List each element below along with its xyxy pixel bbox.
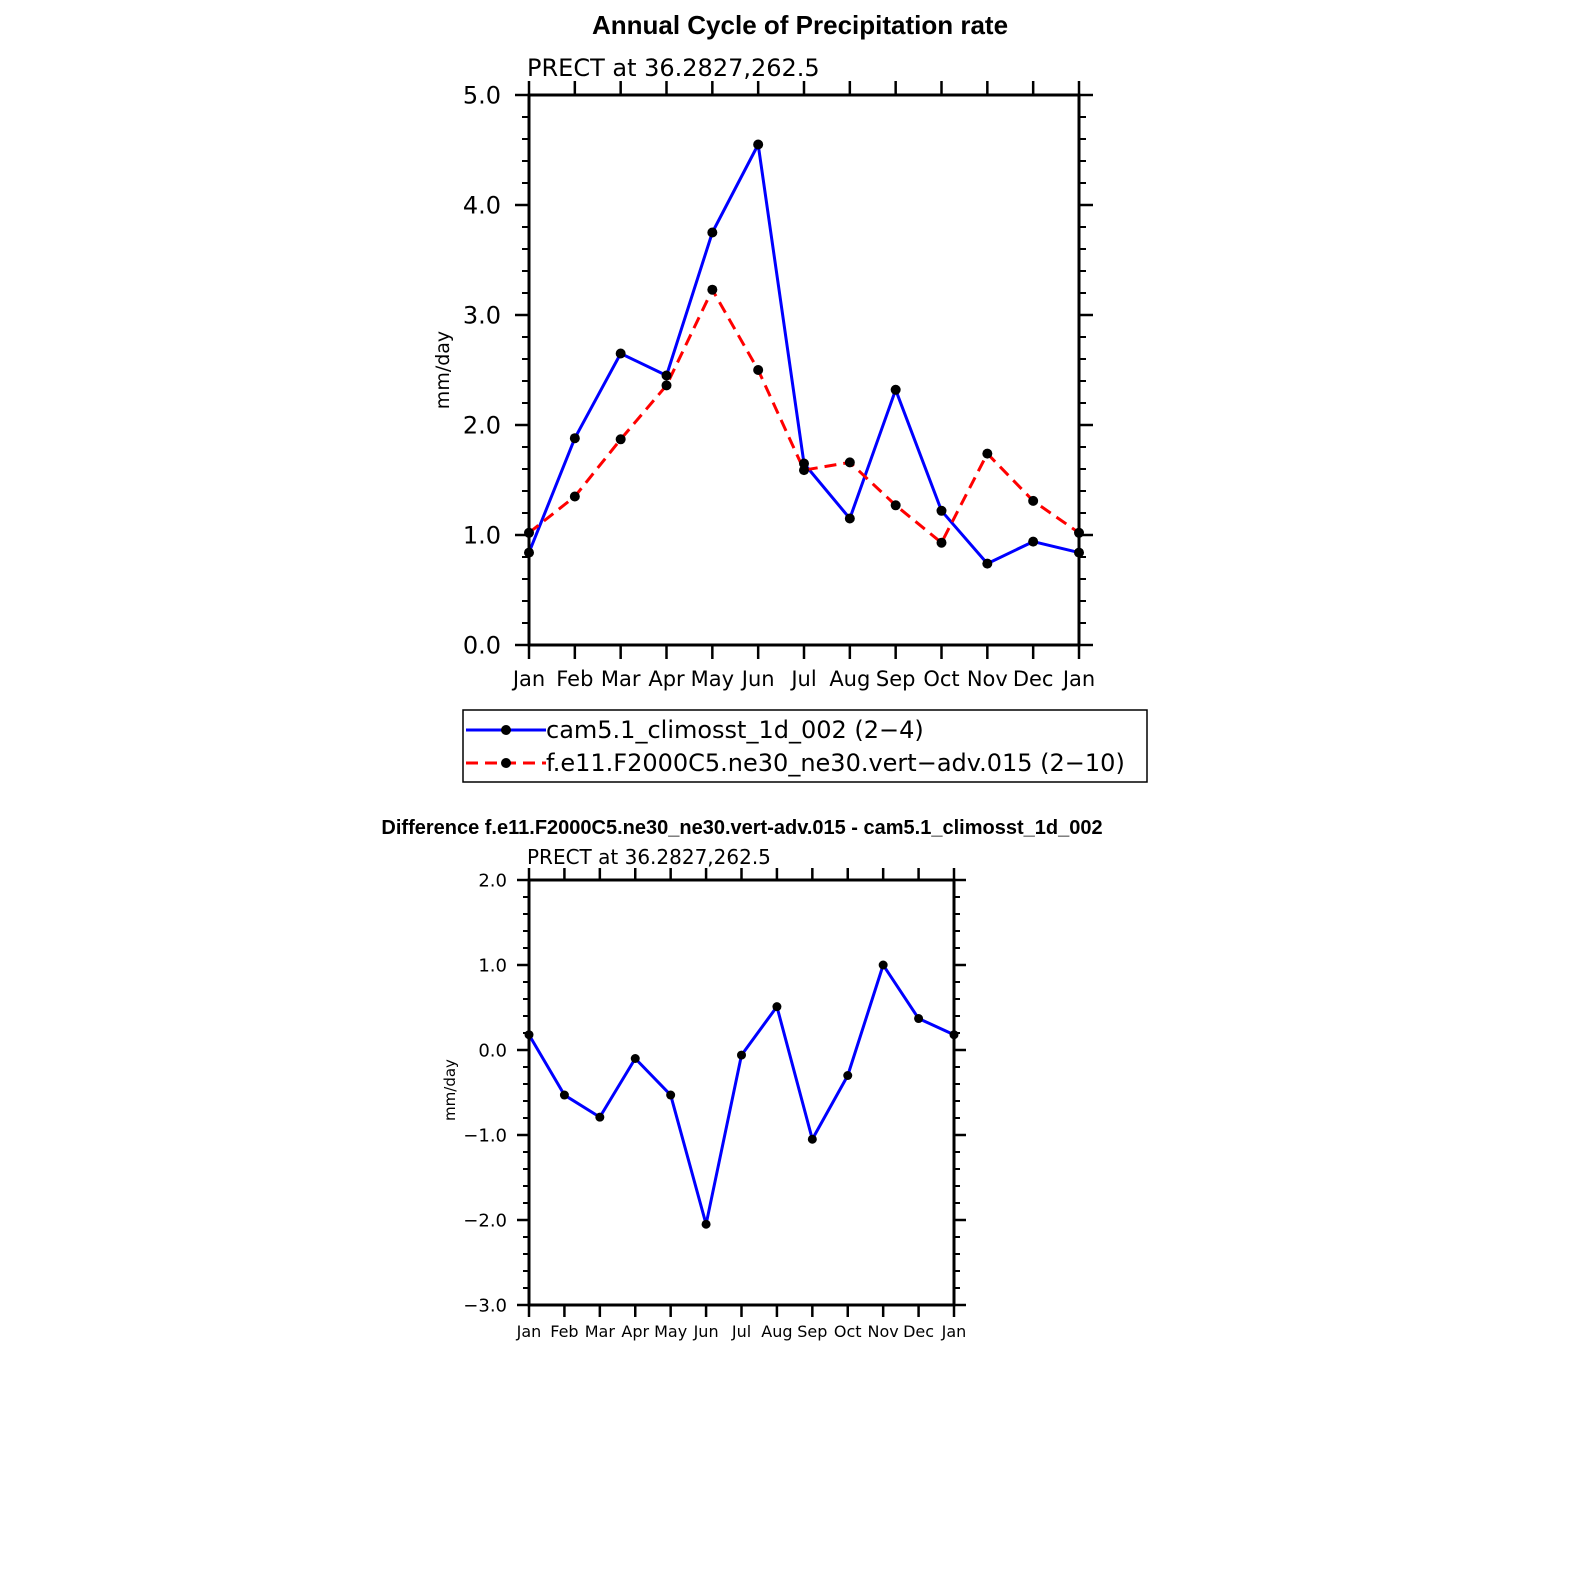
series-line [527,143,1080,566]
legend-label: cam5.1_climosst_1d_002 (2−4) [546,716,924,744]
y-tick-label: 0.0 [478,1040,507,1061]
data-point [890,384,901,395]
y-tick-label: −3.0 [463,1295,507,1316]
legend-entry-cam5: cam5.1_climosst_1d_002 (2−4) [466,716,924,744]
data-point [807,1134,817,1144]
series-line [527,963,955,1226]
data-point [982,448,993,459]
data-point [843,1071,853,1080]
x-tick-label: Nov [967,667,1008,691]
x-tick-label: Jun [693,1322,719,1341]
x-tick-label: Oct [834,1322,862,1341]
x-tick-label: Sep [876,667,916,691]
chart-title: Annual Cycle of Precipitation rate [592,10,1008,40]
difference-chart: Difference f.e11.F2000C5.ne30_ne30.vert-… [381,817,1102,1341]
data-point [890,500,901,511]
data-point [707,284,718,295]
legend-entry-f-e11: f.e11.F2000C5.ne30_ne30.vert−adv.015 (2−… [466,749,1125,777]
data-point [936,537,947,548]
legend-marker [501,758,511,768]
y-tick-label: 3.0 [463,301,501,329]
x-tick-label: Jan [941,1322,967,1341]
data-point [615,348,626,359]
legend-marker [501,725,511,735]
x-tick-label: May [691,667,734,691]
x-tick-label: Jan [516,1322,542,1341]
data-point [661,380,672,391]
series-line [528,288,1080,545]
chart-title: Difference f.e11.F2000C5.ne30_ne30.vert-… [381,817,1102,839]
chart-subtitle: PRECT at 36.2827,262.5 [527,845,771,869]
x-tick-label: Feb [556,667,593,691]
legend: cam5.1_climosst_1d_002 (2−4) f.e11.F2000… [462,709,1148,783]
y-tick-label: 2.0 [463,411,501,439]
x-tick-label: Jan [1061,667,1095,691]
y-tick-label: 0.0 [463,631,501,659]
y-tick-label: 4.0 [463,191,501,219]
x-tick-label: May [654,1322,687,1341]
data-point [844,457,855,468]
plot-frame [527,93,1081,647]
data-point [559,1090,569,1100]
data-point [753,139,764,150]
data-point [569,433,580,444]
axes: 0.0 1.0 2.0 3.0 4.0 5.0 Jan Feb Mar Apr May Jun Jul A… [463,81,1095,691]
data-point [701,1219,711,1229]
data-point [799,465,809,476]
data-point [753,365,764,375]
x-tick-label: Mar [601,667,641,691]
data-point [661,370,672,381]
y-tick-label: 1.0 [463,521,501,549]
x-tick-label: Apr [621,1322,649,1341]
x-tick-label: Apr [648,667,685,691]
data-point [707,227,718,238]
y-axis-label: mm/day [441,1059,459,1121]
data-point [1028,495,1039,506]
annual-cycle-chart: Annual Cycle of Precipitation rate PRECT… [432,10,1148,783]
data-point [666,1090,676,1100]
chart-subtitle: PRECT at 36.2827,262.5 [527,54,820,82]
x-tick-label: Jan [511,667,545,691]
data-point [569,491,580,502]
x-tick-label: Dec [1013,667,1054,691]
x-tick-label: Oct [923,667,959,691]
y-axis-label: mm/day [432,331,454,409]
series-group [524,139,1084,569]
x-tick-label: Dec [903,1322,934,1341]
x-tick-label: Nov [868,1322,899,1341]
axes: −3.0 −2.0 −1.0 0.0 1.0 2.0 Jan Feb Mar Apr May Jun J… [463,868,966,1341]
x-tick-label: Jul [789,667,816,691]
y-tick-label: 1.0 [478,955,507,976]
x-tick-label: Feb [550,1322,578,1341]
data-point [844,513,855,524]
x-tick-label: Jul [731,1322,751,1341]
data-point [772,1002,782,1012]
x-tick-label: Aug [829,667,870,691]
data-point [914,1014,924,1024]
data-point [878,960,888,970]
y-tick-label: 2.0 [478,870,507,891]
y-tick-label: −2.0 [463,1210,507,1231]
y-tick-label: 5.0 [463,81,501,109]
series-group [524,960,959,1229]
data-point [630,1054,640,1063]
x-tick-label: Aug [761,1322,792,1341]
data-point [936,505,947,516]
data-point [982,558,993,569]
data-point [737,1050,746,1060]
x-tick-label: Mar [585,1322,616,1341]
data-point [595,1112,605,1122]
y-tick-label: −1.0 [463,1125,507,1146]
plot-frame [527,878,956,1307]
legend-box [462,709,1148,783]
data-point [615,434,626,445]
legend-label: f.e11.F2000C5.ne30_ne30.vert−adv.015 (2−… [546,749,1125,777]
data-point [1028,536,1039,547]
x-tick-label: Sep [797,1322,827,1341]
x-tick-label: Jun [740,667,775,691]
